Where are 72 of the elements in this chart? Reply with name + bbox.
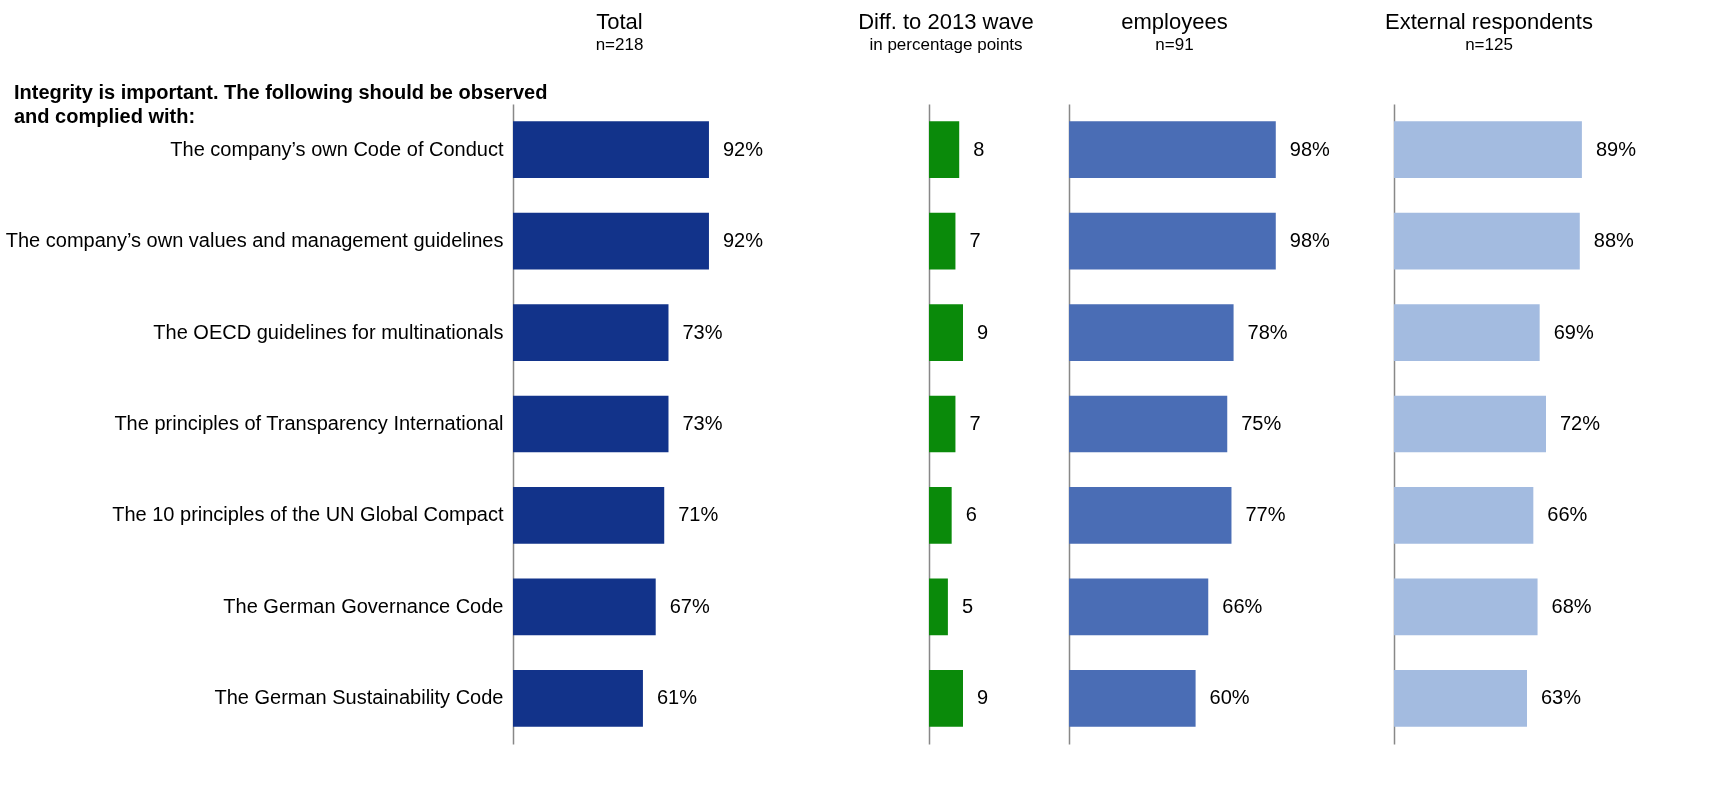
y-tick-label: The company’s own Code of Conduct xyxy=(170,137,504,160)
bar xyxy=(1069,395,1228,453)
data-label: 98% xyxy=(1289,137,1331,160)
y-tick-label: The principles of Transparency International xyxy=(114,412,504,434)
bar xyxy=(1069,578,1209,636)
bar xyxy=(1069,121,1276,179)
bar xyxy=(513,578,656,636)
chart-title: Total xyxy=(596,9,643,34)
data-label: 78% xyxy=(1247,320,1288,343)
data-label: 77% xyxy=(1245,503,1286,526)
bar xyxy=(929,212,956,270)
data-label: 89% xyxy=(1595,137,1637,160)
bar xyxy=(929,487,952,544)
chart-subtitle: n=218 xyxy=(595,35,644,54)
bar xyxy=(929,304,963,361)
y-tick-label: The 10 principles of the UN Global Compact xyxy=(112,503,504,526)
bar xyxy=(1069,212,1276,270)
data-label: 61% xyxy=(656,686,698,709)
data-label: 7 xyxy=(969,229,981,252)
data-label: 69% xyxy=(1553,320,1594,343)
bar xyxy=(1069,669,1196,727)
bar xyxy=(929,669,963,727)
bar xyxy=(1394,121,1582,179)
bar xyxy=(513,121,709,179)
bar xyxy=(1069,487,1232,544)
data-label: 9 xyxy=(977,320,989,343)
data-label: 67% xyxy=(669,594,710,617)
data-label: 68% xyxy=(1551,594,1592,617)
chart-subtitle: n=125 xyxy=(1465,35,1513,54)
bar xyxy=(513,487,665,544)
data-label: 9 xyxy=(977,686,989,709)
bar xyxy=(1394,395,1546,453)
bar xyxy=(1394,669,1527,727)
data-label: 66% xyxy=(1222,594,1263,617)
bar xyxy=(513,212,709,270)
data-label: 71% xyxy=(678,503,719,526)
y-tick-label: The German Governance Code xyxy=(223,594,504,617)
bar xyxy=(1394,212,1580,270)
annotation: Integrity is important. The following should be observed and complied with: xyxy=(14,80,549,128)
data-label: 63% xyxy=(1541,686,1582,709)
y-tick-label: The company’s own values and management guidelines xyxy=(5,229,504,252)
data-label: 8 xyxy=(973,137,985,160)
data-label: 66% xyxy=(1547,503,1588,526)
y-tick-label: The OECD guidelines for multinationals xyxy=(153,320,504,343)
data-label: 7 xyxy=(969,412,981,434)
data-label: 92% xyxy=(722,229,764,252)
bar xyxy=(513,395,669,453)
data-label: 92% xyxy=(722,137,764,160)
chart-title: Diff. to 2013 wave xyxy=(858,9,1034,34)
chart-title: employees xyxy=(1121,9,1228,34)
chart-title: External respondents xyxy=(1385,9,1593,34)
bar xyxy=(929,121,960,179)
chart-subtitle: n=91 xyxy=(1155,35,1194,54)
bar xyxy=(1394,578,1538,636)
bar xyxy=(1394,487,1534,544)
data-label: 5 xyxy=(961,594,974,617)
data-label: 88% xyxy=(1593,229,1635,252)
y-tick-label: The German Sustainability Code xyxy=(214,686,504,709)
bar xyxy=(513,304,669,361)
data-label: 6 xyxy=(965,503,977,526)
data-label: 72% xyxy=(1560,412,1601,434)
bar xyxy=(929,578,948,636)
bar xyxy=(929,395,956,453)
data-label: 75% xyxy=(1241,412,1282,434)
bar xyxy=(513,669,643,727)
data-label: 73% xyxy=(682,320,723,343)
data-label: 98% xyxy=(1289,229,1331,252)
bar xyxy=(1394,304,1540,361)
bar xyxy=(1069,304,1234,361)
chart-subtitle: in percentage points xyxy=(869,35,1023,54)
data-label: 60% xyxy=(1209,686,1250,709)
data-label: 73% xyxy=(682,412,723,434)
